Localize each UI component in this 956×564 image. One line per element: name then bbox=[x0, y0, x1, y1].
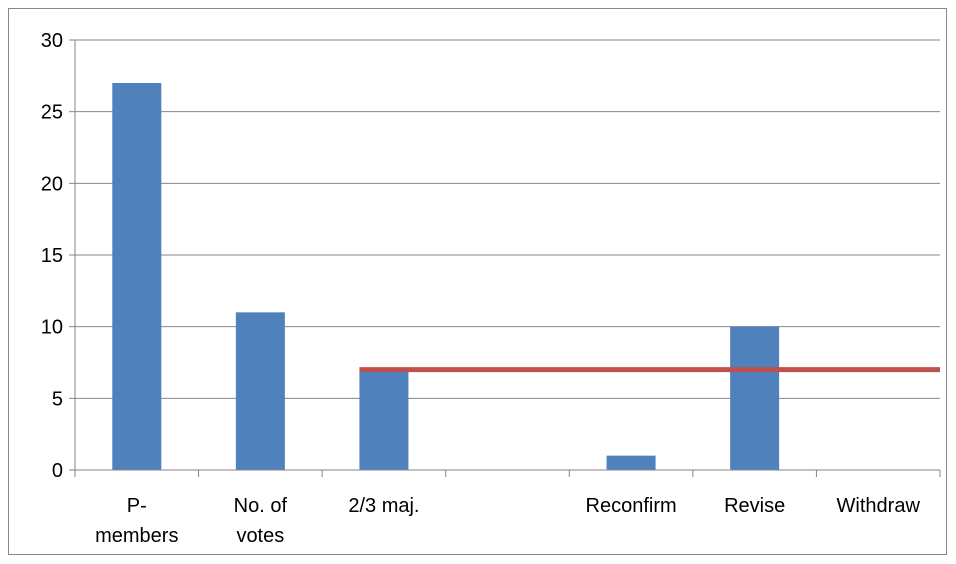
bar bbox=[730, 326, 780, 470]
bar bbox=[235, 312, 285, 470]
x-tick-label: members bbox=[95, 525, 178, 547]
x-tick-label: No. of bbox=[234, 495, 288, 517]
y-tick-label: 30 bbox=[41, 30, 63, 52]
bar bbox=[606, 455, 656, 470]
bar bbox=[112, 83, 162, 470]
y-tick-label: 25 bbox=[41, 102, 63, 124]
y-tick-label: 5 bbox=[52, 388, 63, 410]
y-tick-label: 20 bbox=[41, 173, 63, 195]
x-tick-label: 2/3 maj. bbox=[348, 495, 419, 517]
y-tick-label: 0 bbox=[52, 460, 63, 482]
x-tick-label: Reconfirm bbox=[586, 495, 677, 517]
bar bbox=[359, 369, 409, 470]
chart-frame bbox=[8, 8, 947, 555]
y-tick-label: 15 bbox=[41, 245, 63, 267]
x-tick-label: votes bbox=[236, 525, 284, 547]
x-tick-label: P- bbox=[127, 495, 147, 517]
y-tick-label: 10 bbox=[41, 317, 63, 339]
x-tick-label: Revise bbox=[724, 495, 785, 517]
x-tick-label: Withdraw bbox=[837, 495, 921, 517]
